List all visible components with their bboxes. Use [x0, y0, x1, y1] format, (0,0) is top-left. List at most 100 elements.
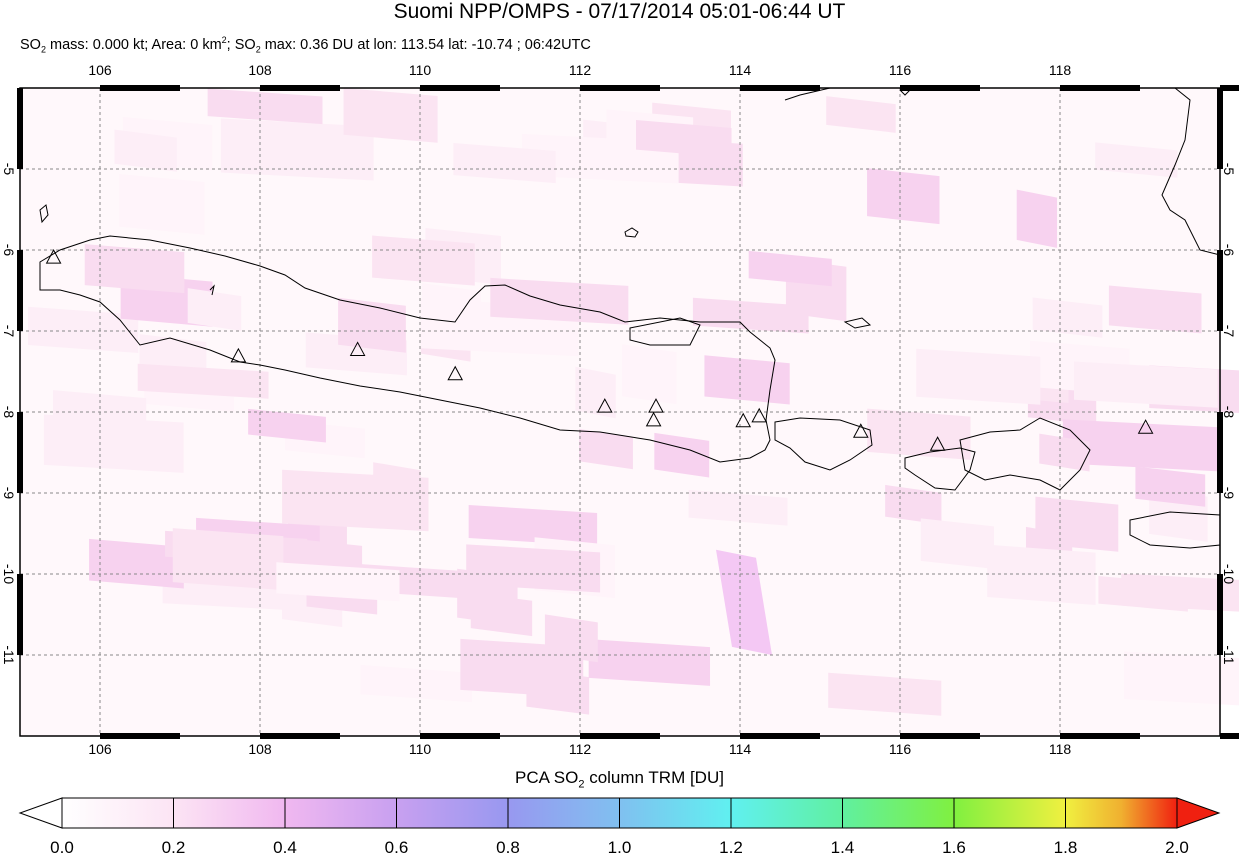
frame-bar	[260, 733, 340, 739]
longitude-tick-label: 106	[88, 62, 112, 78]
colorbar-tick-label: 0.6	[384, 838, 409, 857]
frame-bar	[580, 733, 660, 739]
longitude-tick-label: 114	[728, 741, 752, 757]
so2-pixel	[1135, 466, 1206, 507]
so2-pixel	[172, 528, 284, 591]
frame-bar	[17, 574, 23, 655]
so2-pixel	[1108, 285, 1202, 334]
so2-pixel	[704, 355, 790, 405]
so2-pixel	[207, 88, 323, 125]
colorbar-tick-label: 1.6	[942, 838, 966, 857]
so2-pixel	[468, 505, 598, 547]
volcano-icon	[929, 436, 946, 451]
so2-pixel	[453, 142, 556, 184]
so2-pixel	[575, 366, 616, 419]
longitude-tick-label: 112	[568, 741, 592, 757]
max-text: max: 0.36 DU at lon: 113.54 lat: -10.74 …	[260, 36, 591, 53]
frame-bar	[17, 88, 23, 169]
frame-bar	[580, 85, 660, 91]
volcano-icon	[735, 412, 752, 428]
colorbar-tick-label: 0.8	[496, 838, 520, 857]
longitude-tick-label: 112	[568, 62, 592, 78]
frame-bar	[740, 85, 820, 91]
frame-bar	[740, 733, 820, 739]
longitude-tick-label: 110	[408, 62, 432, 78]
latitude-tick-label: -8	[1221, 405, 1237, 419]
stats-line: SO2 mass: 0.000 kt; Area: 0 km2; SO2 max…	[20, 35, 591, 55]
volcano-markers	[45, 249, 1154, 451]
frame-bar	[17, 412, 23, 493]
frame-bar	[1060, 85, 1140, 91]
so2-max-pixel	[716, 549, 772, 655]
so2-pixel	[688, 489, 788, 526]
latitude-tick-label: -10	[1221, 563, 1237, 585]
frame-bar	[420, 733, 500, 739]
so2-pixel	[187, 288, 242, 331]
latitude-tick-label: -10	[1, 563, 17, 585]
so2-pixel	[343, 88, 438, 143]
volcano-icon	[852, 423, 869, 438]
volcano-icon	[751, 407, 768, 423]
longitude-tick-label: 108	[248, 62, 272, 78]
so2-pixel	[1039, 433, 1090, 472]
so2-pixel	[828, 672, 942, 716]
volcano-icon	[349, 341, 366, 356]
so2-pixel	[588, 639, 711, 686]
colorbar-tick-label: 2.0	[1165, 838, 1189, 857]
so2-pixel	[1123, 651, 1239, 706]
so2-pixel	[692, 297, 809, 334]
frame-bar	[420, 85, 500, 91]
colorbar-tick-label: 1.2	[719, 838, 743, 857]
longitude-tick-label: 118	[1048, 62, 1072, 78]
frame-bar	[1220, 85, 1239, 91]
so2-pixel	[1073, 361, 1218, 408]
latitude-tick-label: -5	[1, 162, 17, 176]
colorbar-title: PCA SO2 column TRM [DU]	[0, 768, 1239, 790]
so2-pixels	[27, 88, 1239, 716]
longitude-tick-label: 114	[728, 62, 752, 78]
so2-pixel	[119, 174, 205, 235]
so2-pixel	[867, 408, 971, 460]
latitude-tick-label: -7	[1221, 324, 1237, 338]
so2-pixel	[636, 119, 732, 158]
colorbar-tick-label: 1.0	[607, 838, 632, 857]
so2-pixel	[372, 235, 475, 286]
frame-bar	[1217, 88, 1223, 169]
so2-pixel	[1032, 297, 1103, 338]
so2-pixel	[460, 638, 584, 698]
so2-pixel	[622, 344, 677, 405]
so2-pixel	[1062, 419, 1222, 472]
map-title: Suomi NPP/OMPS - 07/17/2014 05:01-06:44 …	[393, 0, 846, 23]
colorbar-title-pre: PCA SO	[515, 768, 579, 787]
colorbar-tick-label: 0.2	[161, 838, 186, 857]
so2-pixel	[360, 664, 473, 703]
coastlines	[39, 87, 1221, 549]
volcano-icon	[596, 398, 613, 413]
frame-bar	[900, 85, 980, 91]
so2-pixel	[490, 277, 629, 325]
so2-mass-text: mass: 0.000 kt; Area: 0 km	[45, 36, 222, 53]
so2-pixel	[579, 428, 633, 470]
so2-pixel	[916, 348, 1041, 405]
so2-pixel	[867, 168, 940, 225]
volcano-icon	[648, 398, 664, 413]
so2-pixel	[748, 250, 832, 287]
frame-bar	[1220, 733, 1239, 739]
so2-pixel	[920, 518, 994, 569]
so2-pixel	[27, 306, 139, 353]
map-frame	[17, 85, 1239, 739]
frame-bar	[1217, 574, 1223, 655]
colorbar-title-post: column TRM [DU]	[584, 768, 724, 787]
frame-bar	[1060, 733, 1140, 739]
frame-bar	[260, 85, 340, 91]
frame-bar	[900, 733, 980, 739]
area-text: ; SO	[226, 36, 256, 53]
colorbar-tick-label: 1.4	[830, 838, 855, 857]
so2-pixel	[1035, 496, 1119, 552]
frame-bar	[100, 85, 180, 91]
frame-bar	[17, 250, 23, 331]
so2-pixel	[1121, 573, 1239, 612]
latitude-tick-label: -11	[1221, 645, 1237, 665]
so2-pixel	[137, 363, 269, 399]
